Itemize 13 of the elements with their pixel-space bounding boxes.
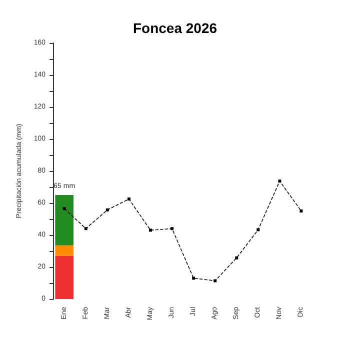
point xyxy=(192,276,196,280)
point xyxy=(235,256,238,260)
point xyxy=(300,210,303,212)
point xyxy=(148,228,152,232)
point xyxy=(84,227,88,230)
point xyxy=(170,227,174,230)
point xyxy=(106,208,109,212)
point xyxy=(278,180,282,183)
point xyxy=(127,198,130,200)
point xyxy=(62,207,66,210)
point xyxy=(214,279,217,282)
chart-title: Foncea 2026 xyxy=(132,20,218,36)
point xyxy=(256,228,260,232)
